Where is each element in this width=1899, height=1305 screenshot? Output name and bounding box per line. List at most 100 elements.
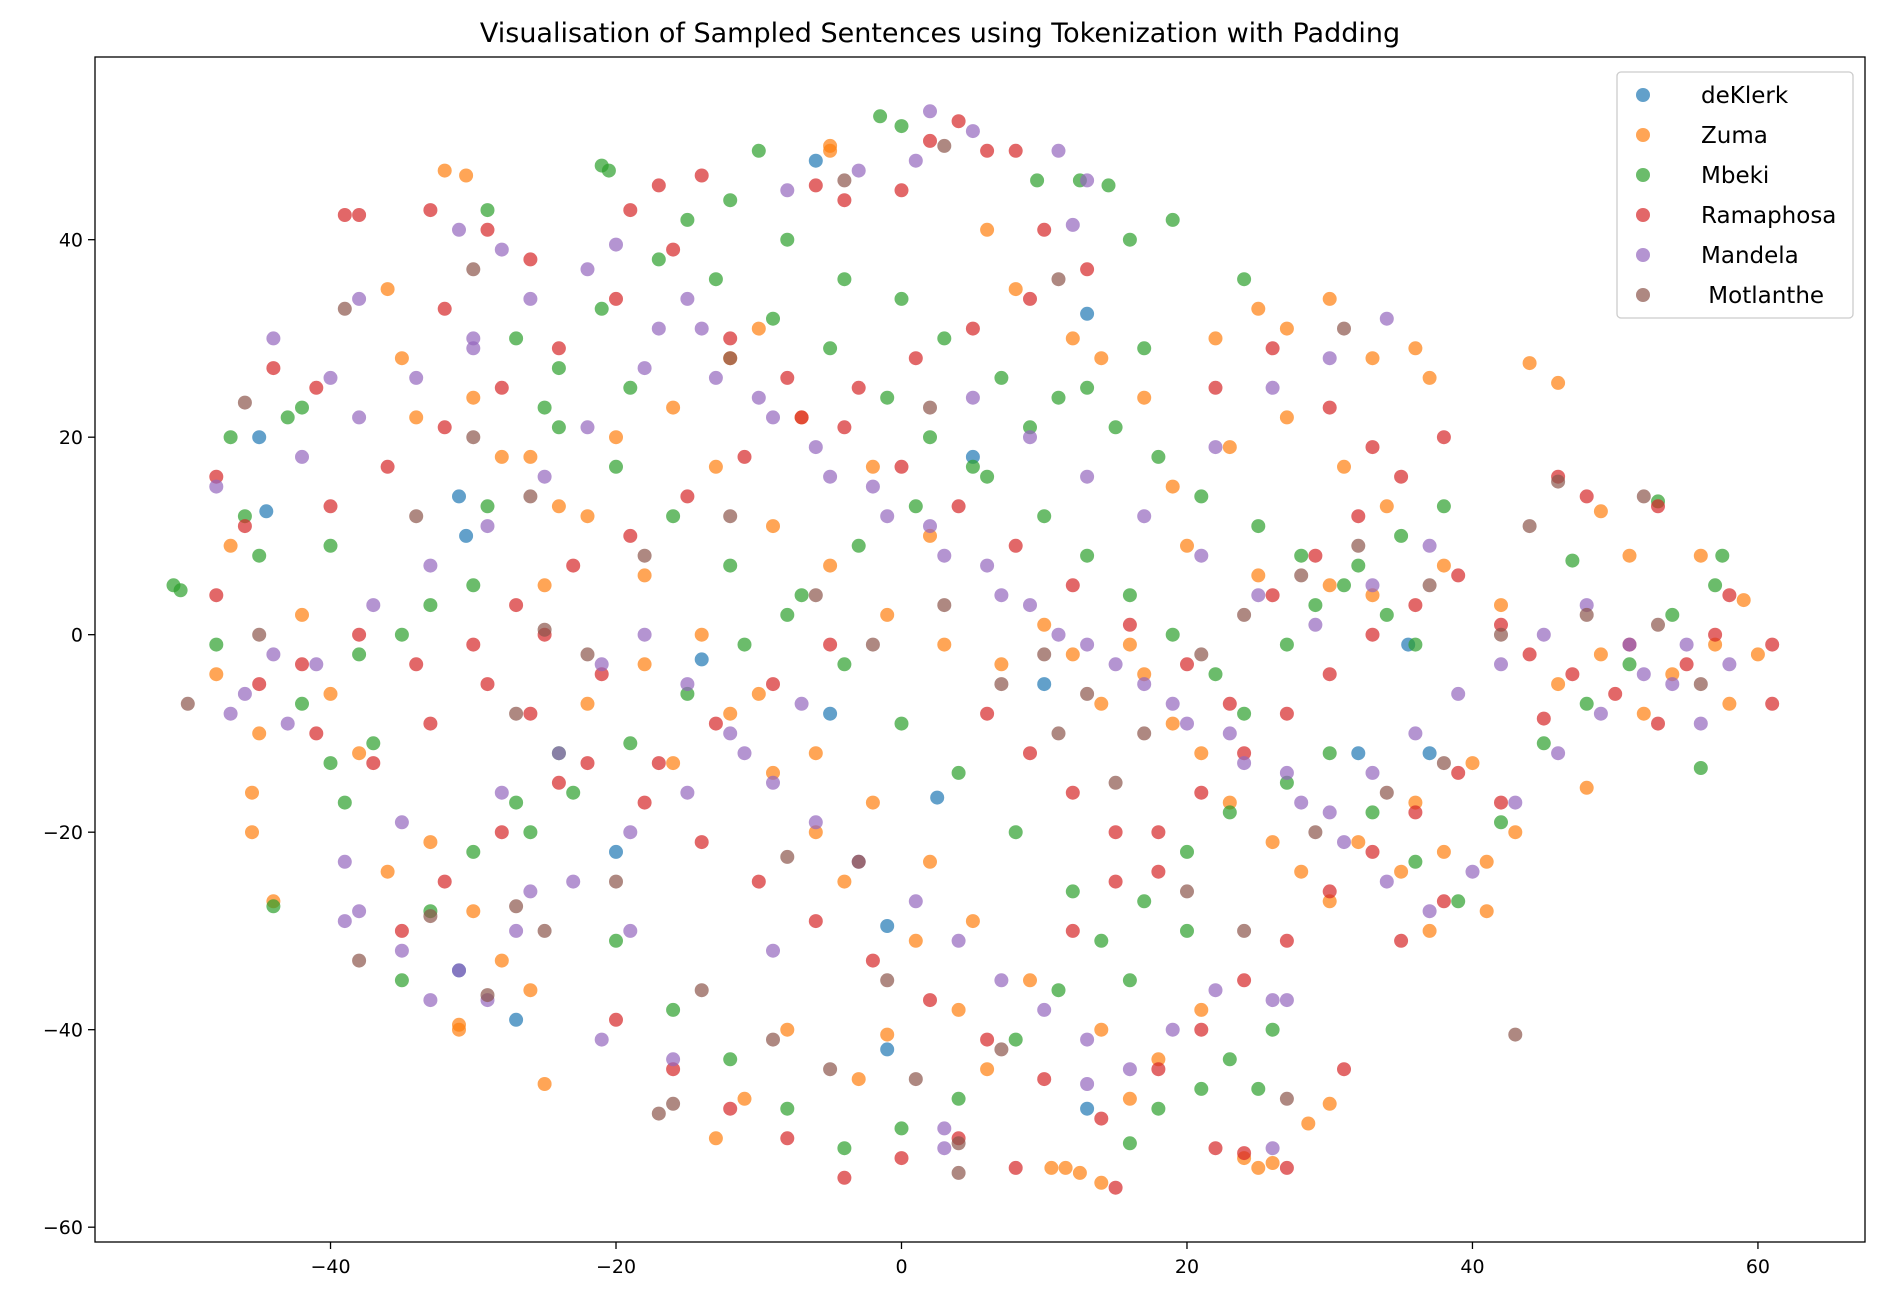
- data-point: [894, 291, 909, 306]
- data-point: [980, 222, 995, 237]
- data-point: [1023, 291, 1037, 306]
- legend-label: deKlerk: [1701, 83, 1789, 109]
- data-point: [951, 114, 966, 129]
- data-point: [737, 637, 752, 652]
- data-point: [509, 923, 524, 938]
- data-point: [523, 706, 538, 721]
- data-point: [237, 509, 252, 524]
- data-point: [766, 1032, 780, 1047]
- data-point: [551, 746, 566, 761]
- data-point: [680, 291, 695, 306]
- data-point: [1522, 647, 1537, 662]
- y-tick-label: 40: [59, 230, 83, 252]
- data-point: [994, 677, 1009, 692]
- data-point: [223, 430, 238, 445]
- data-point: [937, 138, 952, 153]
- data-point: [409, 410, 424, 425]
- data-point: [1137, 894, 1152, 909]
- data-point: [1408, 854, 1423, 869]
- data-point: [1165, 212, 1180, 227]
- data-point: [523, 252, 538, 267]
- data-point: [1108, 657, 1123, 672]
- data-point: [873, 109, 888, 124]
- data-point: [280, 716, 295, 731]
- data-point: [494, 785, 509, 800]
- data-point: [1122, 1091, 1137, 1106]
- data-point: [1579, 780, 1594, 795]
- data-point: [1037, 509, 1052, 524]
- data-point: [1379, 874, 1394, 889]
- data-point: [1065, 923, 1080, 938]
- data-point: [480, 677, 495, 692]
- data-point: [1180, 923, 1194, 938]
- data-point: [1279, 1160, 1294, 1175]
- data-point: [1265, 380, 1280, 395]
- data-point: [1294, 548, 1309, 563]
- data-point: [566, 874, 581, 889]
- data-point: [637, 361, 652, 376]
- data-point: [708, 716, 723, 731]
- data-point: [209, 588, 224, 603]
- data-point: [666, 756, 681, 771]
- data-point: [180, 696, 195, 711]
- data-point: [1023, 420, 1037, 435]
- data-point: [1194, 489, 1209, 504]
- data-point: [723, 706, 738, 721]
- data-point: [1408, 805, 1423, 820]
- data-point: [1436, 558, 1451, 573]
- data-point: [466, 390, 481, 405]
- data-point: [423, 203, 438, 218]
- data-point: [1072, 1165, 1087, 1180]
- data-point: [1494, 657, 1508, 672]
- data-point: [1194, 647, 1209, 662]
- y-tick-label: 0: [71, 625, 83, 647]
- data-point: [751, 874, 766, 889]
- data-point: [1080, 1101, 1095, 1116]
- data-point: [1750, 647, 1765, 662]
- data-point: [1565, 553, 1580, 568]
- data-point: [837, 193, 852, 208]
- data-point: [1636, 706, 1651, 721]
- data-point: [1722, 696, 1737, 711]
- data-point: [623, 923, 638, 938]
- data-point: [423, 835, 438, 850]
- data-point: [1322, 351, 1337, 366]
- data-point: [1279, 637, 1294, 652]
- data-point: [980, 1062, 995, 1077]
- data-point: [551, 361, 566, 376]
- data-point: [394, 627, 409, 642]
- data-point: [1251, 301, 1266, 316]
- data-point: [466, 331, 481, 346]
- data-point: [637, 568, 652, 583]
- data-point: [1322, 805, 1337, 820]
- data-point: [1051, 627, 1066, 642]
- data-point: [1708, 637, 1723, 652]
- data-point: [352, 208, 367, 222]
- data-point: [1715, 548, 1730, 563]
- data-point: [1665, 667, 1680, 682]
- data-point: [509, 795, 524, 810]
- data-point: [651, 252, 666, 267]
- data-point: [1337, 459, 1351, 474]
- data-point: [1722, 588, 1737, 603]
- data-point: [1065, 785, 1080, 800]
- data-point: [494, 242, 509, 257]
- data-point: [1651, 716, 1665, 731]
- data-point: [1351, 835, 1366, 850]
- data-point: [580, 262, 595, 277]
- data-point: [537, 578, 552, 593]
- data-point: [1222, 696, 1237, 711]
- data-point: [708, 370, 723, 385]
- data-point: [1180, 657, 1194, 672]
- data-point: [1037, 677, 1052, 692]
- data-point: [323, 756, 338, 771]
- data-point: [295, 696, 309, 711]
- data-point: [794, 696, 809, 711]
- data-point: [1422, 923, 1437, 938]
- data-point: [1394, 469, 1409, 484]
- data-point: [1422, 578, 1437, 593]
- data-point: [880, 919, 895, 933]
- data-point: [1651, 617, 1665, 632]
- data-point: [1593, 647, 1608, 662]
- data-point: [323, 686, 338, 701]
